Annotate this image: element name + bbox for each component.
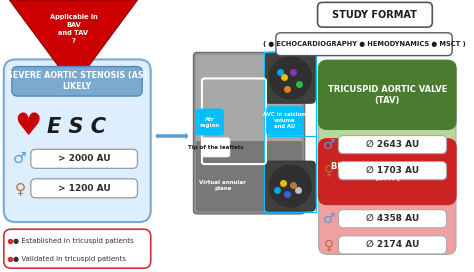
Text: Tip of the leaflets: Tip of the leaflets [188,145,244,150]
FancyBboxPatch shape [276,33,452,56]
Text: ∅ 1703 AU: ∅ 1703 AU [366,166,419,175]
Text: E S C: E S C [47,117,107,137]
Text: ● Validated in tricuspid patients: ● Validated in tricuspid patients [13,256,126,262]
FancyBboxPatch shape [319,139,456,205]
FancyBboxPatch shape [193,52,305,214]
Text: ∅ 2643 AU: ∅ 2643 AU [366,140,419,149]
FancyBboxPatch shape [318,2,432,27]
FancyBboxPatch shape [319,60,456,179]
FancyBboxPatch shape [338,236,447,254]
Text: ♀: ♀ [324,238,334,252]
Text: Atr
region: Atr region [200,117,219,128]
FancyBboxPatch shape [4,60,151,222]
Text: STUDY FORMAT: STUDY FORMAT [332,10,418,20]
FancyBboxPatch shape [319,139,456,254]
Text: ♥: ♥ [14,112,41,141]
FancyBboxPatch shape [31,149,137,168]
Text: ♂: ♂ [13,151,27,166]
FancyBboxPatch shape [266,107,303,135]
Text: SEVERE AORTIC STENOSIS (AS)
LIKELY: SEVERE AORTIC STENOSIS (AS) LIKELY [7,71,147,91]
Text: > 2000 AU: > 2000 AU [58,154,111,163]
Text: ♀: ♀ [14,181,26,196]
Text: Virtual annular
plane: Virtual annular plane [200,180,246,191]
FancyBboxPatch shape [196,141,302,212]
Text: ♀: ♀ [324,164,334,178]
FancyBboxPatch shape [201,138,230,157]
Text: ∅ 4358 AU: ∅ 4358 AU [366,214,419,223]
Text: ∅ 2174 AU: ∅ 2174 AU [366,240,419,249]
Text: TRICUSPID AORTIC VALVE
(TAV): TRICUSPID AORTIC VALVE (TAV) [328,85,447,105]
FancyBboxPatch shape [195,109,224,135]
Text: AVC in calcium
volume
and AU: AVC in calcium volume and AU [263,113,307,129]
FancyBboxPatch shape [4,229,151,268]
Circle shape [269,57,311,99]
FancyBboxPatch shape [338,210,447,228]
FancyBboxPatch shape [265,52,315,103]
FancyBboxPatch shape [338,135,447,154]
Text: ● Established in tricuspid patients: ● Established in tricuspid patients [13,238,134,244]
FancyBboxPatch shape [319,60,456,129]
Circle shape [269,165,311,207]
Text: ( ● ECHOCARDIOGRAPHY ● HEMODYNAMICS ● MSCT ): ( ● ECHOCARDIOGRAPHY ● HEMODYNAMICS ● MS… [263,41,465,47]
FancyBboxPatch shape [196,55,302,212]
FancyBboxPatch shape [31,179,137,198]
Polygon shape [9,0,137,86]
FancyBboxPatch shape [12,67,142,96]
FancyBboxPatch shape [338,162,447,180]
Text: ♂: ♂ [323,212,335,226]
Text: BICUSPID AORTIC VALVE
(BAV): BICUSPID AORTIC VALVE (BAV) [330,162,444,182]
Text: ♂: ♂ [323,138,335,152]
FancyBboxPatch shape [265,161,315,211]
Text: Applicable in
BAV
and TAV
?: Applicable in BAV and TAV ? [50,14,97,44]
Text: > 1200 AU: > 1200 AU [58,184,111,193]
